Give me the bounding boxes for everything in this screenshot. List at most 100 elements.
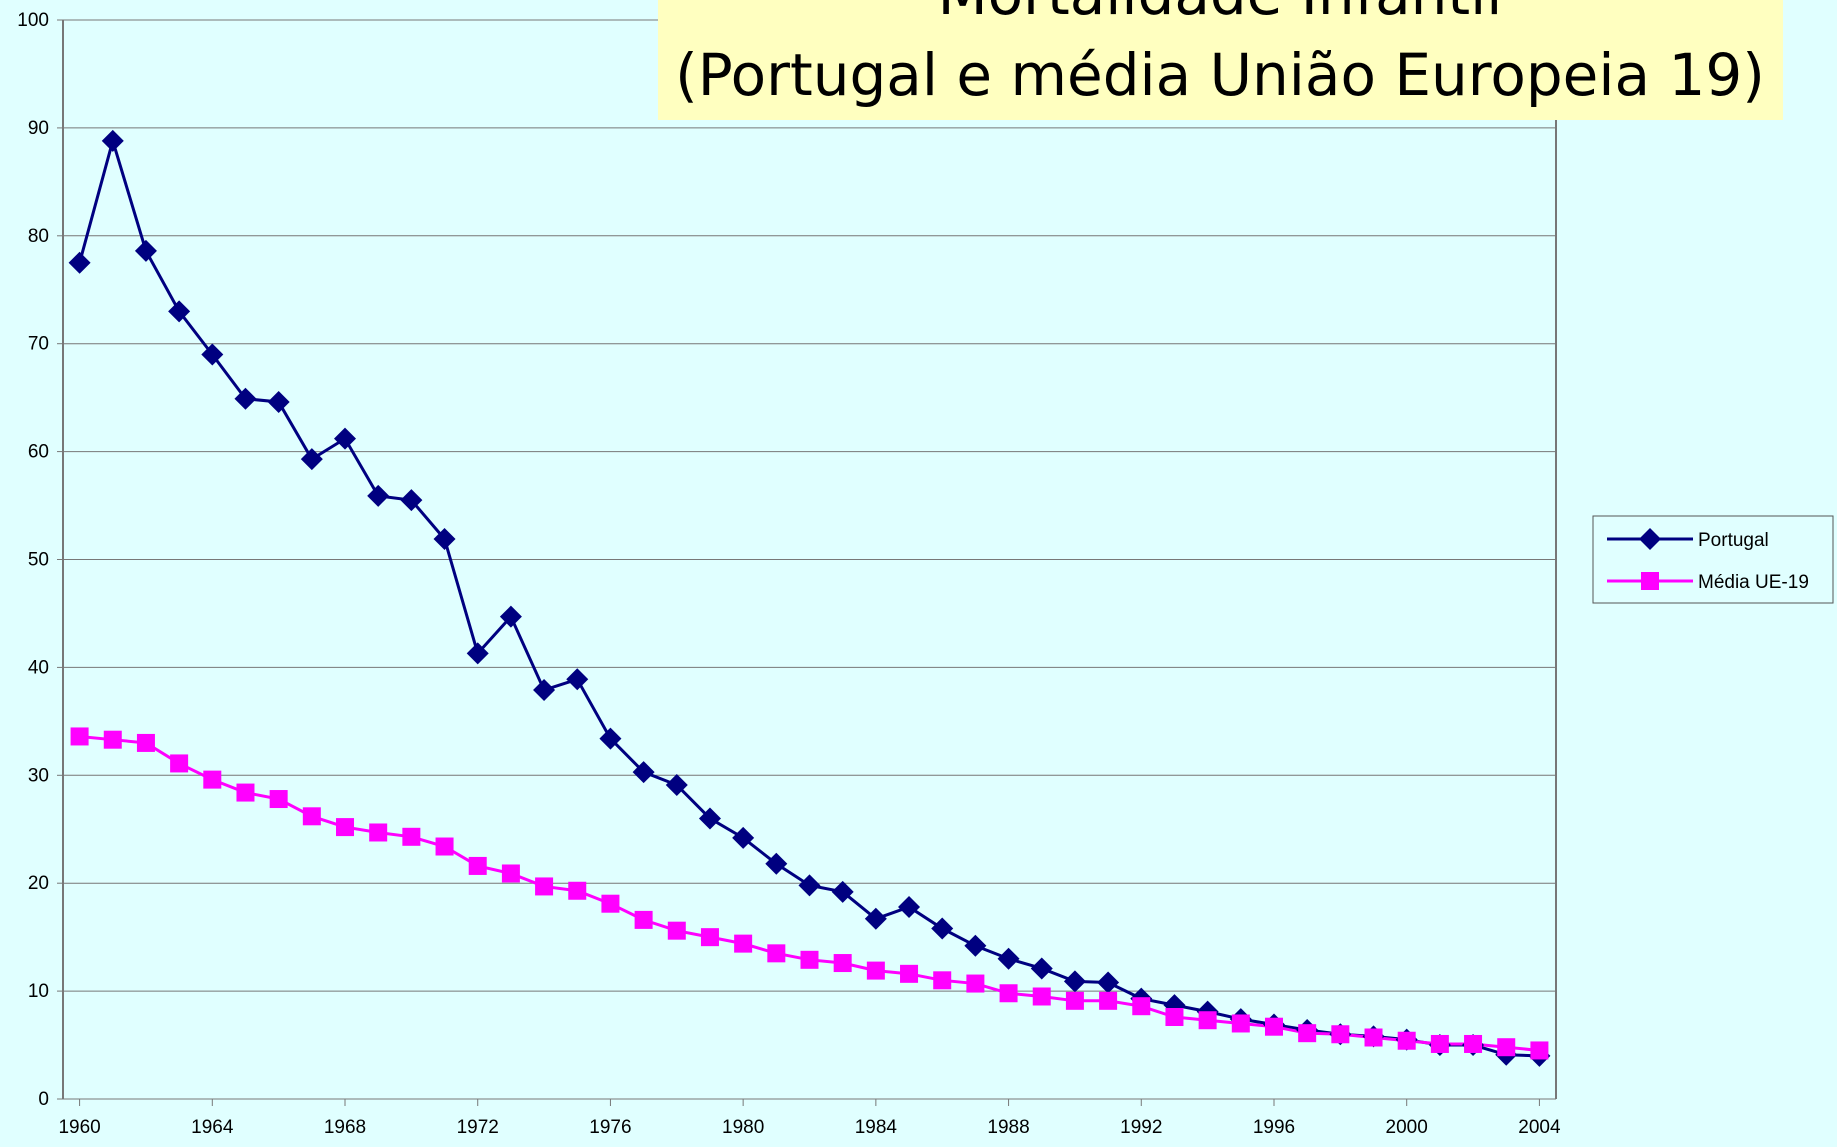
x-tick-label: 1992 [1120, 1117, 1162, 1138]
marker [1497, 1038, 1516, 1057]
x-tick-label: 1980 [722, 1117, 764, 1138]
marker [568, 881, 587, 900]
marker [1063, 970, 1086, 993]
y-tick-label: 10 [28, 981, 49, 1002]
marker [599, 727, 622, 750]
marker [1641, 572, 1659, 590]
x-tick-label: 1984 [855, 1117, 898, 1138]
legend-label: Média UE-19 [1698, 572, 1809, 593]
marker [1099, 991, 1118, 1010]
marker [1397, 1031, 1416, 1050]
marker [499, 605, 522, 628]
marker [234, 387, 257, 410]
marker [831, 880, 854, 903]
marker [1165, 1007, 1184, 1026]
plot-area: 0 10 20 30 40 50 60 70 80 90 100 1960 1964 1968 1972 19… [17, 10, 1561, 1138]
marker [864, 907, 887, 930]
marker [700, 928, 719, 947]
title-box: Mortalidade Infantil (Portugal e média U… [658, 0, 1783, 120]
marker [369, 823, 388, 842]
marker [732, 826, 755, 849]
marker [999, 984, 1018, 1003]
x-tick-label: 1968 [324, 1117, 366, 1138]
marker [203, 770, 222, 789]
marker [765, 852, 788, 875]
marker [533, 679, 556, 702]
marker [267, 390, 290, 413]
marker [1639, 528, 1661, 550]
marker [300, 448, 323, 471]
marker [466, 642, 489, 665]
marker [1430, 1034, 1449, 1053]
marker [632, 761, 655, 784]
marker [1132, 997, 1151, 1016]
marker [269, 790, 288, 809]
marker [665, 774, 688, 797]
marker [367, 484, 390, 507]
marker [168, 300, 191, 323]
marker [468, 856, 487, 875]
marker [101, 129, 124, 152]
marker [334, 427, 357, 450]
x-tick-label: 1988 [987, 1117, 1029, 1138]
x-tick-label: 1960 [58, 1117, 100, 1138]
marker [866, 961, 885, 980]
marker [170, 754, 189, 773]
y-tick-label: 20 [28, 873, 49, 894]
chart-subtitle: (Portugal e média União Europeia 19) [675, 41, 1765, 109]
marker [1298, 1024, 1317, 1043]
marker [68, 251, 91, 274]
marker [201, 343, 224, 366]
x-tick-label: 1996 [1253, 1117, 1295, 1138]
legend-label: Portugal [1698, 530, 1769, 551]
y-tick-label: 90 [28, 118, 49, 139]
marker [1032, 987, 1051, 1006]
title-background [658, 0, 1783, 120]
x-tick-label: 1976 [589, 1117, 631, 1138]
marker [433, 527, 456, 550]
y-tick-label: 70 [28, 334, 49, 355]
marker [900, 964, 919, 983]
marker [931, 917, 954, 940]
y-tick-label: 0 [38, 1089, 49, 1110]
y-tick-label: 80 [28, 226, 49, 247]
marker [402, 827, 421, 846]
marker [634, 910, 653, 929]
marker [1530, 1041, 1549, 1060]
y-tick-label: 30 [28, 765, 49, 786]
marker [933, 971, 952, 990]
y-tick-label: 100 [17, 10, 49, 31]
marker [1030, 957, 1053, 980]
series-line [78, 135, 1540, 1058]
marker [798, 874, 821, 897]
marker [70, 727, 89, 746]
marker [535, 877, 554, 896]
marker [103, 730, 122, 749]
marker [302, 807, 321, 826]
marker [964, 934, 987, 957]
chart-title: Mortalidade Infantil [938, 0, 1503, 28]
marker [698, 807, 721, 830]
x-tick-label: 1964 [191, 1117, 234, 1138]
marker [1331, 1025, 1350, 1044]
marker [136, 733, 155, 752]
legend: Portugal Média UE-19 [1592, 515, 1834, 604]
marker [734, 934, 753, 953]
marker [435, 837, 454, 856]
marker [898, 895, 921, 918]
marker [833, 954, 852, 973]
marker [667, 921, 686, 940]
marker [1097, 971, 1120, 994]
marker [134, 239, 157, 262]
marker [997, 947, 1020, 970]
y-tick-label: 60 [28, 442, 49, 463]
marker [1264, 1017, 1283, 1036]
x-tick-label: 2004 [1518, 1117, 1561, 1138]
legend-box [1592, 515, 1834, 604]
marker [1198, 1011, 1217, 1030]
marker [1364, 1028, 1383, 1047]
y-tick-label: 50 [28, 550, 49, 571]
marker [236, 783, 255, 802]
